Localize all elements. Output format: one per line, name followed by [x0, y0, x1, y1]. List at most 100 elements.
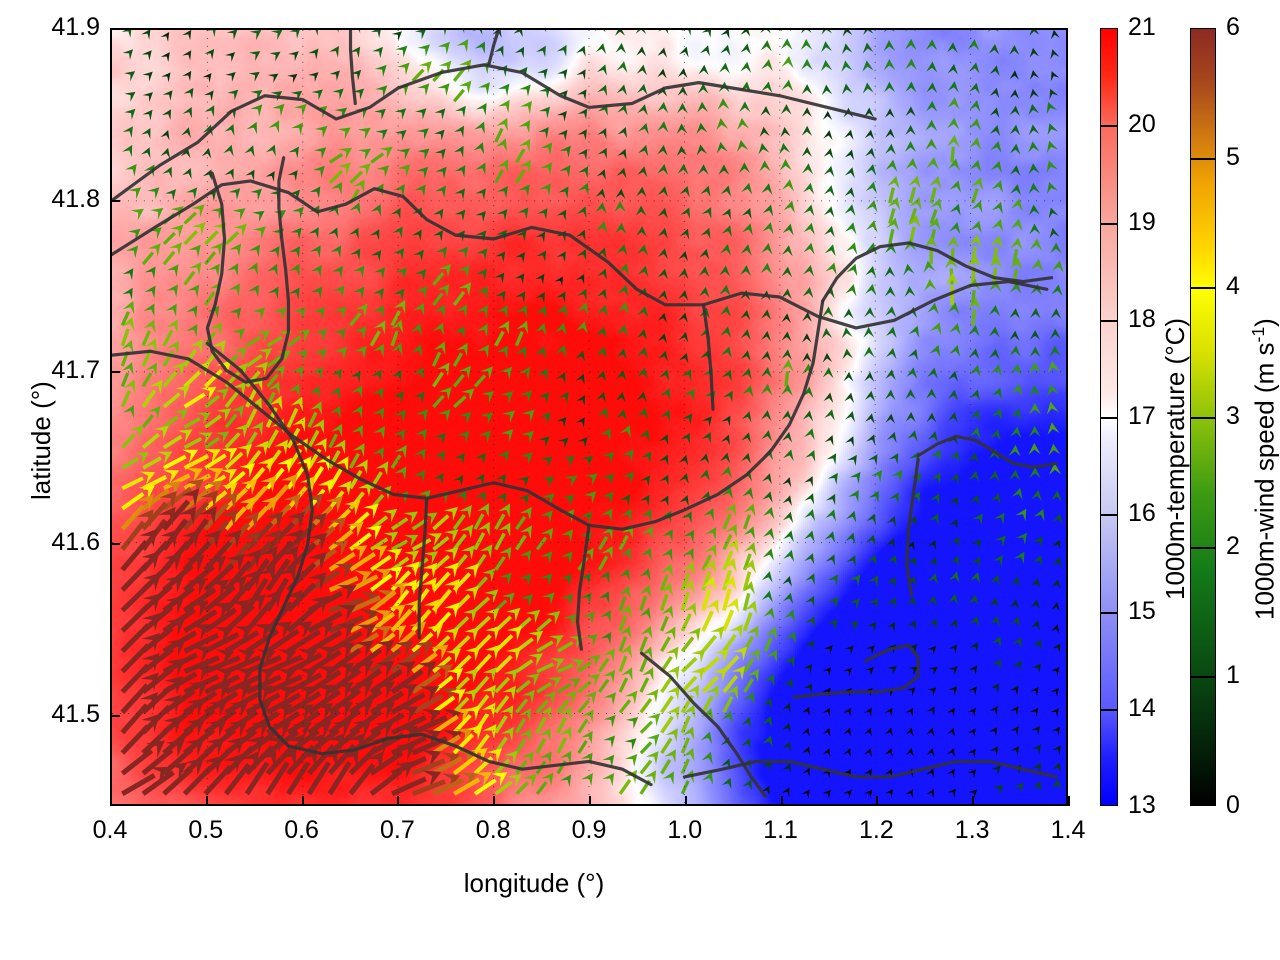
- wind-arrow-head: [782, 741, 792, 752]
- wind-arrow-head: [519, 100, 532, 114]
- wind-arrow-head: [614, 200, 626, 213]
- wind-arrow-head: [968, 234, 982, 248]
- wind-arrow-head: [760, 40, 772, 52]
- wind-arrow-shaft: [266, 674, 303, 695]
- wind-arrow-head: [308, 30, 318, 36]
- wind-arrow-head: [719, 265, 731, 277]
- temperature-colorbar-tick: [1100, 222, 1118, 225]
- wind-arrow-head: [989, 279, 1002, 293]
- wind-arrow-head: [458, 365, 471, 379]
- wind-arrow-head: [758, 143, 770, 155]
- wind-arrow-shaft: [556, 716, 568, 734]
- wind-arrow-shaft: [515, 659, 534, 674]
- wind-arrow-head: [170, 206, 184, 219]
- wind-arrow-shaft: [204, 453, 227, 470]
- wind-arrow-head: [822, 727, 831, 737]
- wind-arrow-head: [586, 673, 600, 687]
- wind-arrow-head: [595, 43, 607, 55]
- wind-arrow-head: [603, 692, 616, 706]
- wind-arrow-head: [183, 87, 194, 100]
- wind-arrow-head: [434, 450, 446, 463]
- wind-arrow-head: [927, 573, 939, 585]
- wind-arrow-head: [905, 38, 917, 50]
- wind-arrow-head: [700, 491, 711, 503]
- wind-arrow-head: [185, 554, 205, 573]
- wind-arrow-head: [1010, 363, 1022, 376]
- temperature-colorbar-tick: [1100, 708, 1118, 711]
- wind-arrow-head: [616, 167, 627, 179]
- wind-arrow-head: [254, 361, 268, 376]
- wind-arrow-head: [802, 767, 810, 777]
- wind-arrow-shaft: [452, 373, 465, 388]
- wind-arrow-head: [314, 125, 328, 138]
- wind-arrow-head: [884, 768, 893, 778]
- wind-arrow-head: [781, 79, 794, 92]
- wind-arrow-head: [843, 748, 851, 758]
- wind-arrow-head: [725, 597, 739, 614]
- coastline-contour: [417, 496, 429, 640]
- wind-arrow-head: [422, 770, 442, 788]
- wind-arrow-head: [616, 348, 627, 360]
- wind-arrow-head: [761, 242, 773, 255]
- wind-arrow-head: [845, 411, 855, 423]
- wind-arrow-head: [804, 493, 815, 505]
- wind-arrow-head: [498, 503, 511, 518]
- wind-arrow-shaft: [224, 390, 240, 408]
- wind-arrow-head: [215, 649, 235, 667]
- wind-arrow-head: [292, 722, 312, 740]
- wind-arrow-head: [229, 700, 249, 719]
- wind-arrow-head: [581, 752, 593, 766]
- wind-arrow-head: [616, 409, 627, 421]
- wind-arrow-head: [535, 292, 545, 304]
- wind-arrow-shaft: [266, 355, 282, 368]
- wind-arrow-head: [760, 367, 772, 379]
- wind-arrow-head: [805, 616, 815, 628]
- wind-arrow-head: [617, 284, 629, 297]
- wind-arrow-shaft: [639, 595, 648, 611]
- wind-arrow-head: [731, 665, 746, 681]
- wind-arrow-head: [476, 286, 489, 300]
- wind-arrow-head: [602, 648, 615, 663]
- wind-arrow-head: [825, 262, 837, 276]
- y-axis-tick-label: 41.8: [51, 184, 100, 213]
- wind-arrow-head: [248, 71, 260, 82]
- wind-arrow-head: [122, 268, 134, 281]
- wind-arrow-head: [520, 594, 533, 607]
- wind-arrow-head: [459, 504, 472, 519]
- wind-arrow-head: [762, 491, 773, 503]
- wind-arrow-head: [635, 30, 647, 34]
- wind-arrow-head: [202, 124, 213, 137]
- wind-arrow-shaft: [245, 466, 266, 490]
- wind-arrow-head: [563, 614, 577, 627]
- plot-inner: [112, 30, 1066, 804]
- wind-arrow-head: [681, 579, 695, 594]
- wind-arrow-head: [742, 559, 757, 574]
- wind-arrow-shaft: [639, 741, 653, 755]
- wind-arrow-head: [825, 554, 836, 566]
- wind-arrow-head: [516, 230, 527, 242]
- wind-arrow-head: [678, 268, 689, 280]
- wind-arrow-shaft: [639, 656, 649, 673]
- wind-arrow-head: [661, 605, 674, 619]
- wind-arrow-head: [263, 529, 282, 549]
- wind-arrow-head: [256, 668, 276, 686]
- wind-arrow-head: [515, 346, 527, 359]
- wind-arrow-head: [433, 129, 445, 141]
- wind-arrow-head: [700, 731, 713, 744]
- wind-arrow-head: [121, 30, 132, 38]
- wind-arrow-head: [657, 248, 668, 260]
- wind-arrow-head: [987, 30, 999, 33]
- wind-arrow-head: [366, 751, 384, 771]
- wind-arrow-head: [479, 544, 493, 559]
- wind-arrow-head: [1009, 165, 1021, 177]
- wind-arrow-head: [949, 322, 961, 336]
- wind-arrow-head: [843, 707, 851, 717]
- wind-arrow-head: [318, 478, 333, 495]
- wind-arrow-head: [474, 41, 485, 54]
- wind-arrow-head: [383, 531, 399, 545]
- wind-arrow-head: [990, 235, 1004, 249]
- wind-arrow-head: [906, 367, 918, 379]
- wind-arrow-head: [1010, 616, 1021, 628]
- wind-arrow-head: [560, 573, 572, 586]
- wind-arrow-head: [186, 187, 198, 200]
